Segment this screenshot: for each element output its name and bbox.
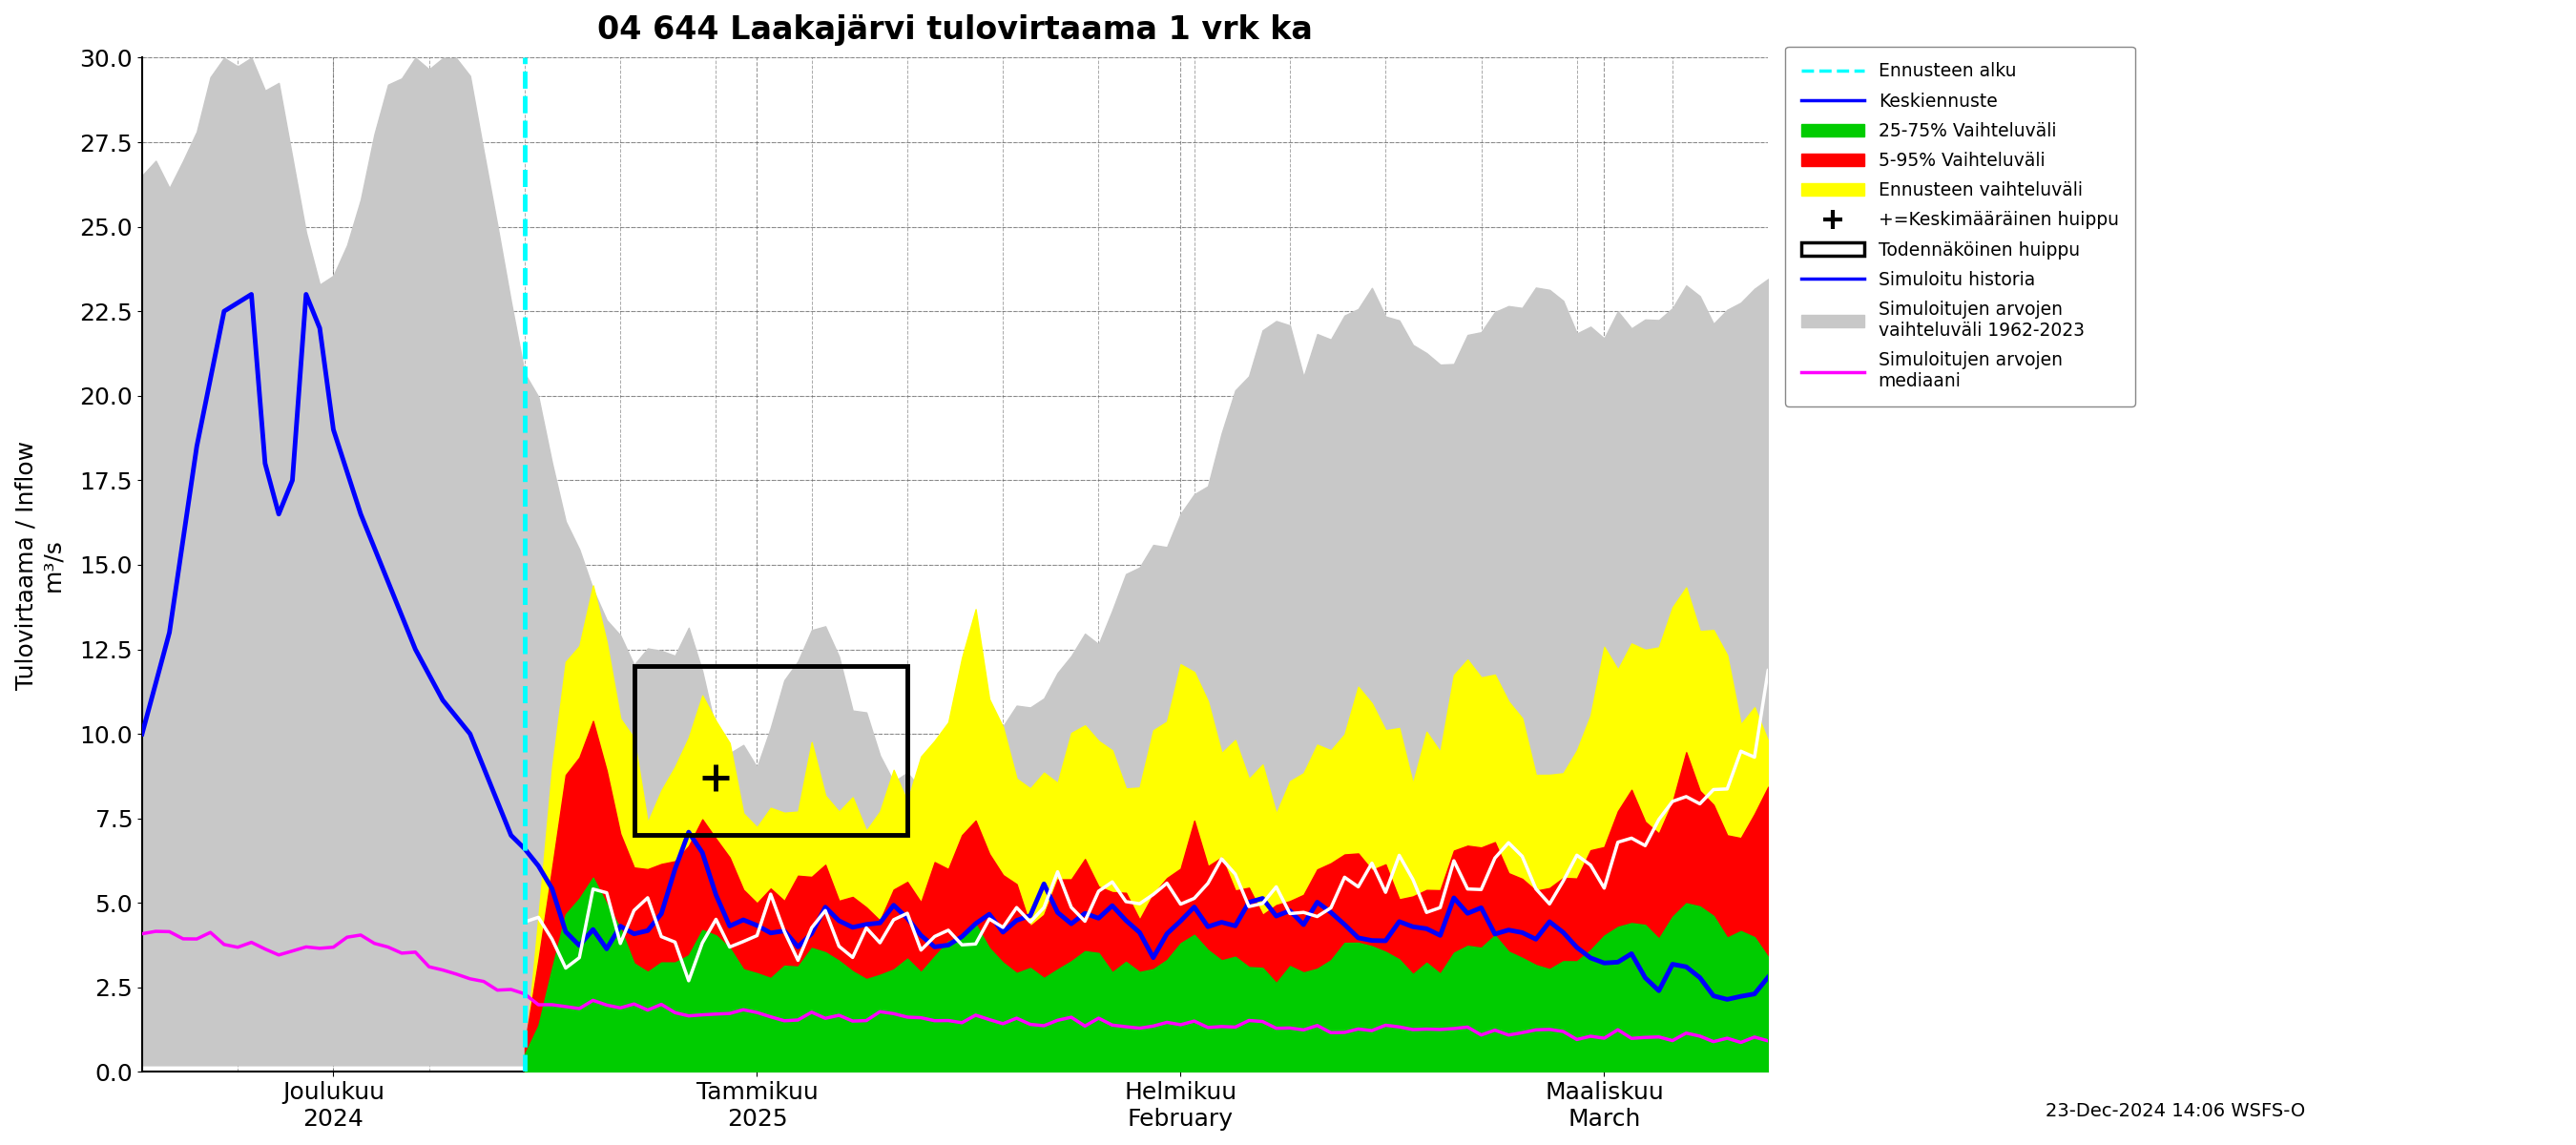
Bar [634, 666, 907, 836]
Y-axis label: Tulovirtaama / Inflow
m³/s: Tulovirtaama / Inflow m³/s [15, 440, 64, 689]
Text: 23-Dec-2024 14:06 WSFS-O: 23-Dec-2024 14:06 WSFS-O [2045, 1101, 2306, 1120]
Title: 04 644 Laakajärvi tulovirtaama 1 vrk ka: 04 644 Laakajärvi tulovirtaama 1 vrk ka [598, 14, 1314, 46]
Legend: Ennusteen alku, Keskiennuste, 25-75% Vaihteluväli, 5-95% Vaihteluväli, Ennusteen: Ennusteen alku, Keskiennuste, 25-75% Vai… [1785, 46, 2136, 406]
